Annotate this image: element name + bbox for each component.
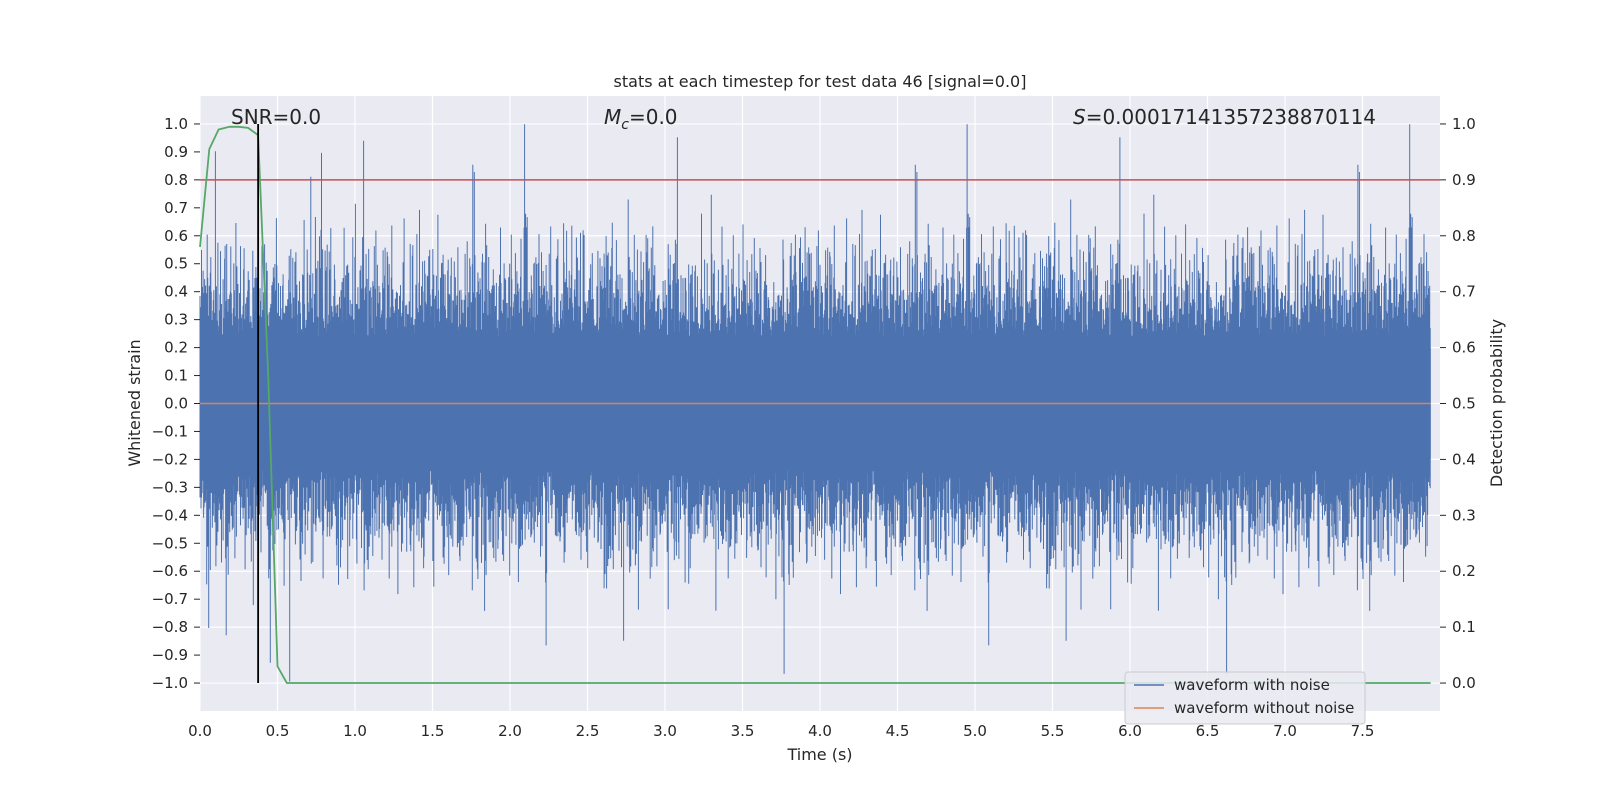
left-y-tick-label: −0.7 [152,590,188,608]
left-y-tick-label: 0.3 [164,311,188,329]
right-y-tick-label: 0.5 [1452,395,1476,413]
x-tick-label: 1.5 [421,722,445,740]
left-y-tick-label: 0.5 [164,255,188,273]
x-tick-label: 7.5 [1351,722,1375,740]
legend: waveform with noise waveform without noi… [1124,671,1366,725]
x-tick-label: 4.5 [886,722,910,740]
left-y-tick-label: −0.6 [152,562,188,580]
left-y-axis-ticks: 1.0 0.9 0.8 0.7 0.6 0.5 0.4 0.3 0.2 0.1 0.0 −0.1 −0.… [152,115,200,692]
snr-annotation: SNR=0.0 [231,105,321,129]
x-axis-ticks: 0.0 0.5 1.0 1.5 2.0 2.5 3.0 3.5 4.0 4.5 5.0 5.5 6.0 6… [188,722,1374,740]
left-y-axis-label: Whitened strain [125,339,144,466]
detection-probability-line [199,125,1431,684]
right-y-tick-label: 0.0 [1452,674,1476,692]
legend-box [1124,671,1366,725]
x-tick-label: 0.5 [266,722,290,740]
right-y-tick-label: 1.0 [1452,115,1476,133]
x-tick-label: 2.0 [498,722,522,740]
x-axis-label: Time (s) [786,745,852,764]
mc-symbol: M [604,105,621,129]
s-value: =0.00017141357238870114 [1086,105,1376,129]
legend-label-noise: waveform with noise [1174,676,1330,694]
x-tick-label: 3.5 [731,722,755,740]
left-y-tick-label: −0.4 [152,506,188,524]
left-y-tick-label: 0.4 [164,283,188,301]
x-tick-label: 4.0 [808,722,832,740]
left-y-tick-label: −1.0 [152,674,188,692]
x-tick-label: 1.0 [343,722,367,740]
s-annotation: S=0.00017141357238870114 [1073,105,1376,129]
right-y-tick-label: 0.1 [1452,618,1476,636]
left-y-tick-label: −0.9 [152,646,188,664]
right-y-tick-label: 0.8 [1452,227,1476,245]
x-tick-label: 6.5 [1196,722,1220,740]
mc-value: =0.0 [629,105,678,129]
left-y-tick-label: 0.7 [164,199,188,217]
right-y-tick-label: 0.9 [1452,171,1476,189]
right-y-tick-label: 0.6 [1452,339,1476,357]
right-y-axis-ticks: 1.0 0.9 0.8 0.7 0.6 0.5 0.4 0.3 0.2 0.1 0.0 [1440,115,1476,692]
x-tick-label: 0.0 [188,722,212,740]
x-tick-label: 6.0 [1118,722,1142,740]
x-tick-label: 2.5 [576,722,600,740]
right-y-tick-label: 0.2 [1452,562,1476,580]
right-y-tick-label: 0.3 [1452,506,1476,524]
x-tick-label: 5.5 [1041,722,1065,740]
left-y-tick-label: 1.0 [164,115,188,133]
legend-label-clean: waveform without noise [1174,699,1354,717]
mc-subscript: c [621,117,629,133]
x-tick-label: 5.0 [963,722,987,740]
left-y-tick-label: −0.2 [152,450,188,468]
left-y-tick-label: −0.3 [152,478,188,496]
chart-title: stats at each timestep for test data 46 … [614,72,1027,91]
noise-waveform-path [199,124,1431,682]
x-tick-label: 7.0 [1273,722,1297,740]
right-y-tick-label: 0.7 [1452,283,1476,301]
left-y-tick-label: 0.8 [164,171,188,189]
right-y-axis-label: Detection probability [1487,319,1506,487]
left-y-tick-label: 0.9 [164,143,188,161]
left-y-tick-label: 0.0 [164,395,188,413]
left-y-tick-label: 0.2 [164,339,188,357]
left-y-tick-label: 0.6 [164,227,188,245]
mc-annotation: Mc=0.0 [604,105,678,133]
x-tick-label: 3.0 [653,722,677,740]
s-symbol: S [1073,105,1086,129]
right-y-tick-label: 0.4 [1452,450,1476,468]
left-y-tick-label: −0.5 [152,534,188,552]
left-y-tick-label: −0.8 [152,618,188,636]
left-y-tick-label: −0.1 [152,422,188,440]
left-y-tick-label: 0.1 [164,367,188,385]
